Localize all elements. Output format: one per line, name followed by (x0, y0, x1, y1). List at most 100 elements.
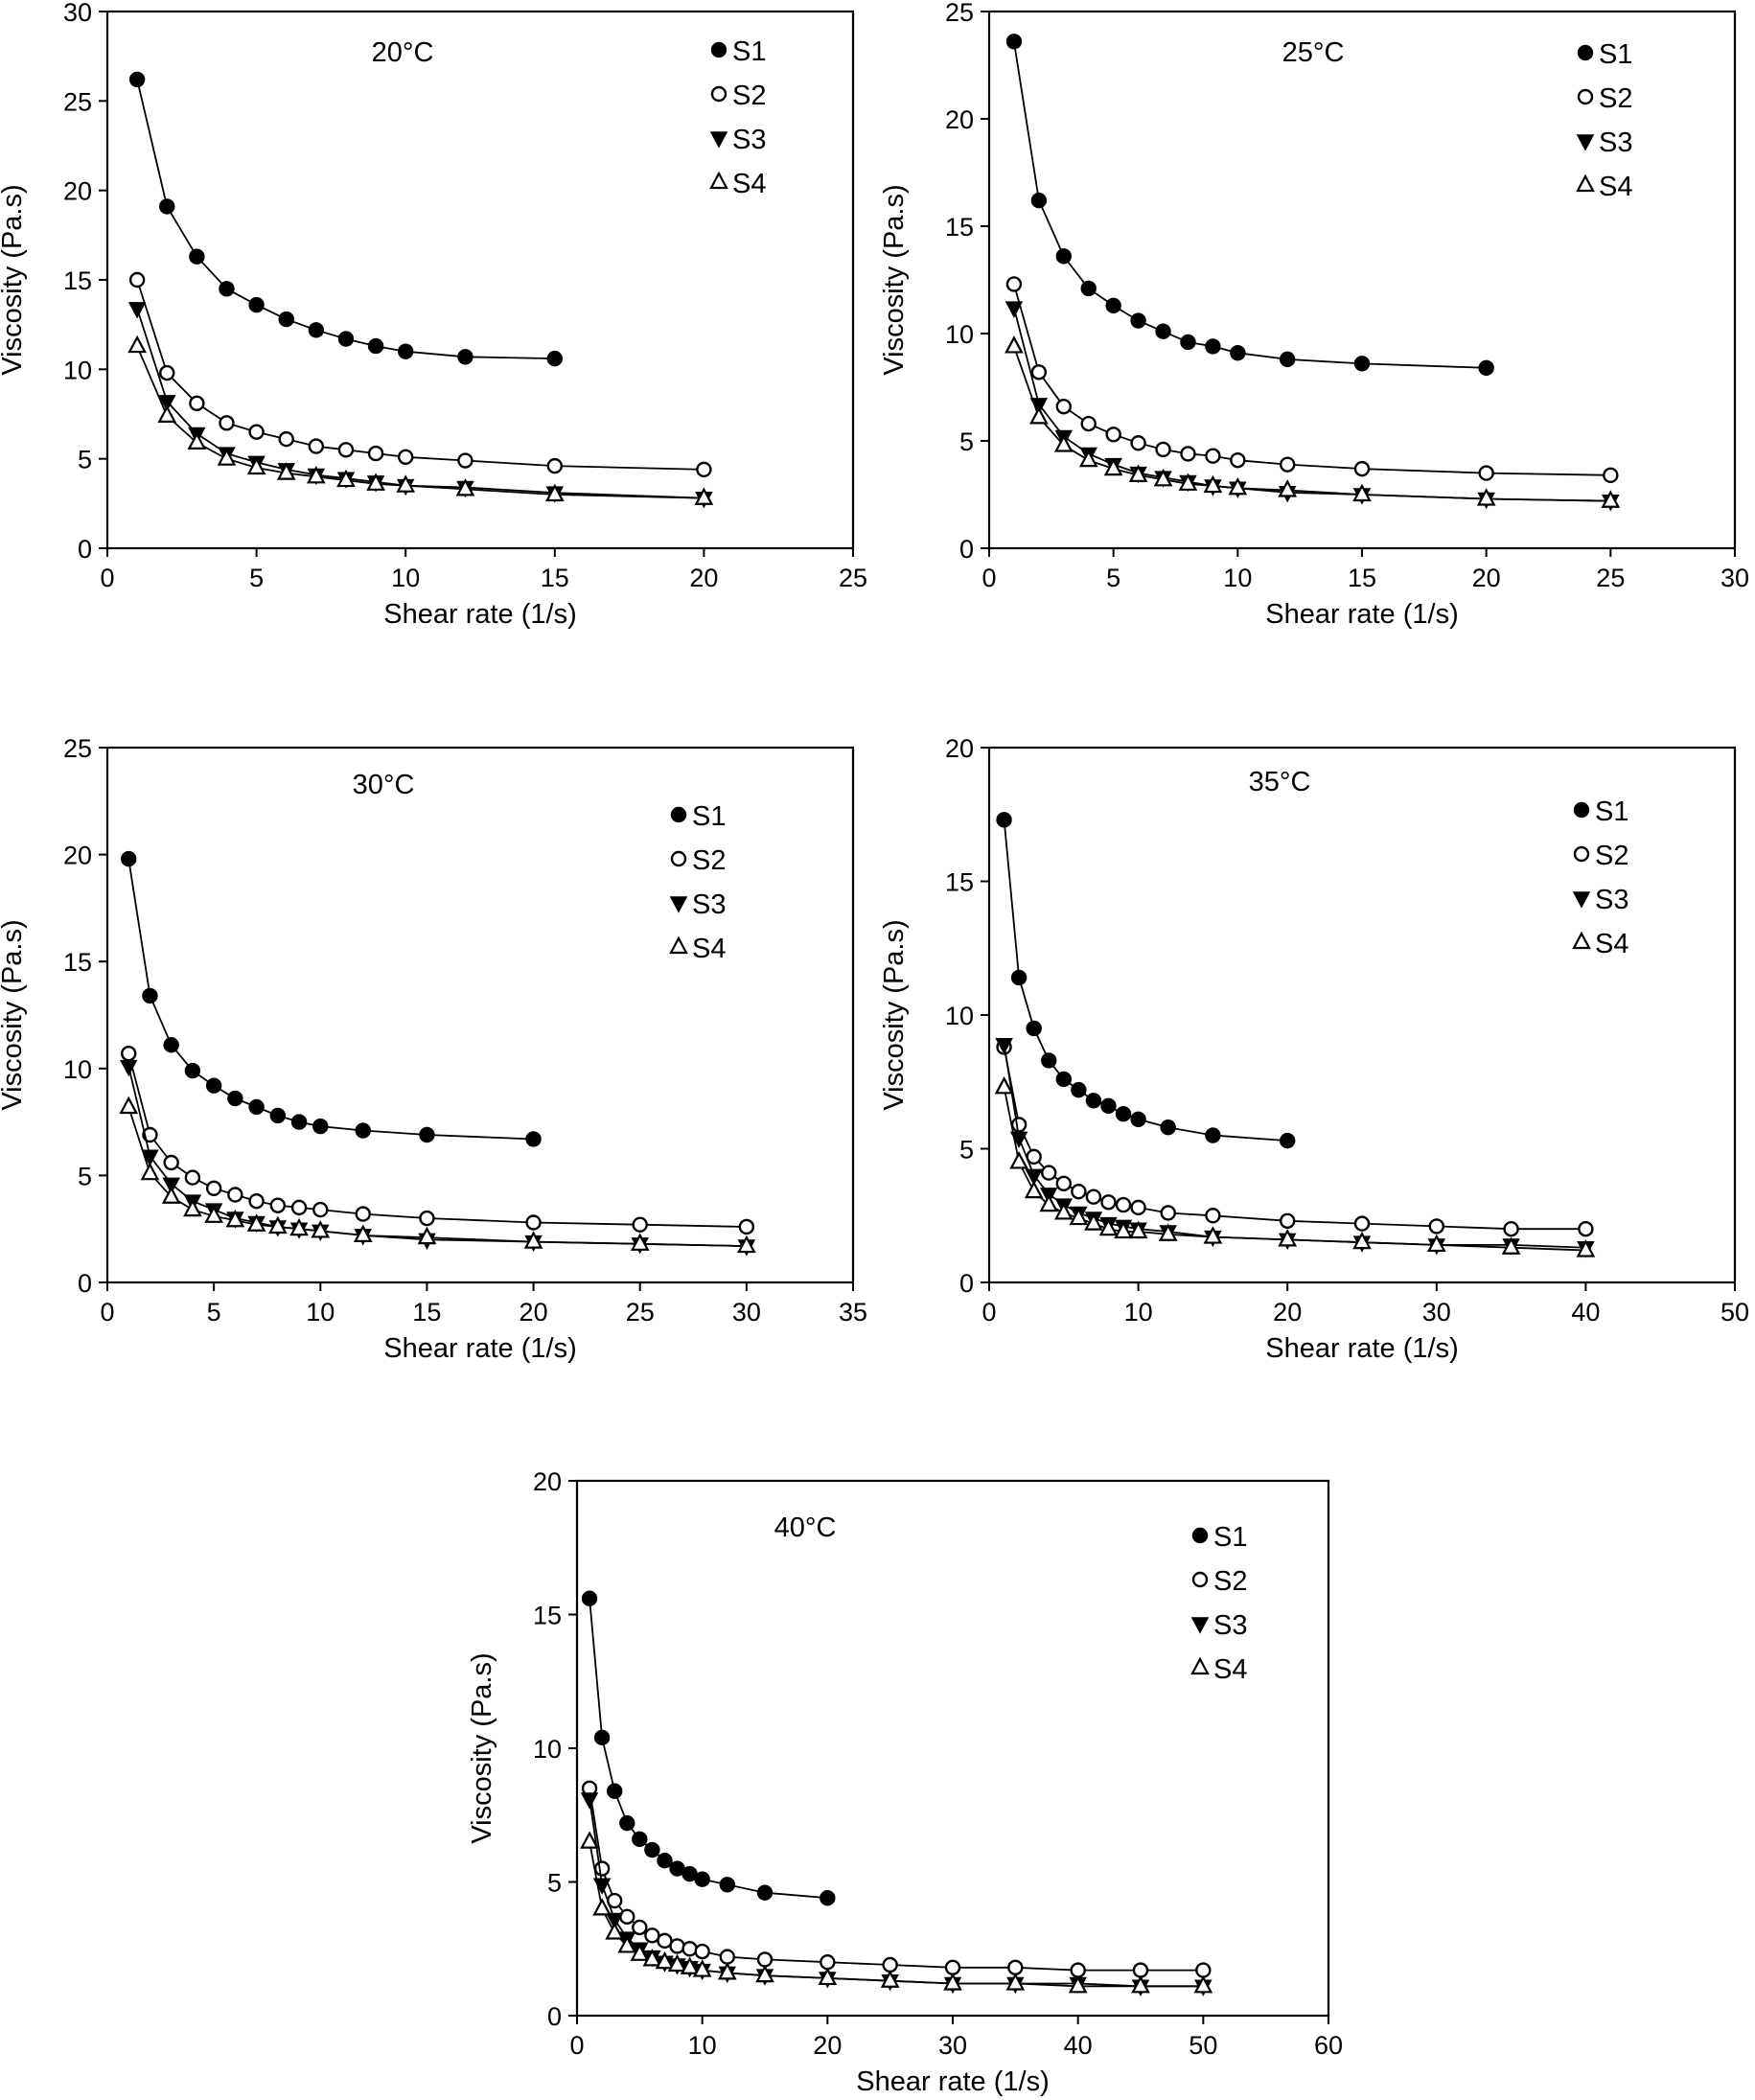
data-point-s1 (308, 322, 325, 338)
data-point-s4 (187, 431, 207, 450)
y-tick-label: 15 (63, 948, 92, 977)
y-tick-label: 10 (63, 356, 92, 384)
x-tick-label: 10 (688, 2031, 717, 2060)
data-point-s1 (1160, 1119, 1176, 1136)
data-point-s4 (307, 465, 326, 484)
chart-panel-5: 0 10 20 30 40 50 60 0 5 10 15 20 Shear rate (1/s) Vis… (467, 1467, 1343, 2097)
y-tick-label: 20 (945, 105, 974, 134)
data-point-s1 (644, 1841, 660, 1858)
x-tick-label: 10 (1124, 1298, 1153, 1327)
data-point-s1 (820, 1890, 836, 1906)
data-point-s2 (1478, 465, 1494, 481)
data-point-s4 (225, 1209, 245, 1228)
data-point-s4 (140, 1162, 160, 1181)
data-point-s1 (632, 1831, 648, 1848)
data-point-s2 (820, 1953, 836, 1971)
data-point-s1 (184, 1062, 201, 1079)
data-point-s1 (1205, 338, 1221, 355)
data-point-s2 (121, 1045, 137, 1062)
data-point-s4 (580, 1831, 599, 1849)
data-point-s4 (161, 1186, 181, 1204)
data-point-s2 (1080, 415, 1097, 432)
legend-marker-s2 (670, 850, 687, 867)
data-point-s2 (159, 364, 175, 381)
y-tick-label: 5 (959, 427, 974, 456)
data-point-s1 (1279, 351, 1296, 368)
legend-label-s1: S1 (1595, 796, 1628, 827)
legend-label-s3: S3 (1599, 127, 1632, 158)
data-point-s4 (1352, 1231, 1372, 1250)
y-tick-label: 10 (945, 320, 974, 349)
data-point-s1 (219, 281, 235, 297)
chart-panel-4: 0 10 20 30 40 50 0 5 10 15 20 Shear rate (1/s) Visco… (879, 734, 1749, 1364)
data-point-s4 (617, 1935, 637, 1953)
data-point-s4 (692, 1959, 712, 1977)
data-point-s2 (367, 445, 384, 462)
data-point-s4 (642, 1949, 662, 1967)
data-point-s4 (1193, 1974, 1213, 1994)
data-point-s4 (1178, 473, 1198, 491)
data-point-s4 (1501, 1236, 1521, 1255)
legend-marker-s3 (709, 131, 728, 149)
data-point-s2 (1007, 1959, 1024, 1975)
temperature-label: 30°C (353, 770, 415, 800)
legend-marker-s4 (709, 171, 728, 190)
data-point-s1 (1353, 356, 1371, 372)
data-point-s4 (994, 1075, 1014, 1095)
data-point-s2 (657, 1932, 673, 1950)
data-point-s4 (246, 456, 266, 475)
data-point-s1 (269, 1107, 287, 1124)
data-point-s4 (1103, 457, 1123, 476)
data-point-s2 (337, 442, 355, 458)
x-axis-label: Shear rate (1/s) (1265, 599, 1458, 630)
data-point-s2 (944, 1959, 961, 1975)
data-point-s3 (580, 1792, 599, 1810)
data-point-s1 (619, 1814, 635, 1832)
data-point-s1 (1030, 192, 1048, 209)
x-tick-label: 30 (1720, 564, 1749, 592)
x-tick-label: 20 (813, 2031, 842, 2060)
data-point-s4 (592, 1898, 612, 1916)
series-line-s2 (1013, 284, 1611, 476)
x-tick-label: 50 (1189, 2031, 1217, 2060)
data-point-s2 (142, 1126, 158, 1143)
data-point-s4 (818, 1967, 838, 1986)
data-point-s1 (248, 296, 265, 313)
y-axis-label: Viscosity (Pa.s) (0, 919, 28, 1110)
series-line-s3 (589, 1798, 1204, 1988)
legend-marker-s3 (1572, 891, 1591, 909)
data-point-s1 (312, 1118, 329, 1135)
data-point-s4 (1078, 449, 1098, 468)
data-point-s2 (308, 438, 325, 454)
data-point-s4 (1278, 479, 1298, 497)
data-point-s3 (1005, 301, 1024, 318)
data-point-s4 (417, 1226, 437, 1245)
data-point-s2 (1205, 1208, 1221, 1224)
data-point-s4 (655, 1950, 675, 1970)
y-tick-label: 5 (547, 1869, 562, 1898)
data-point-s1 (525, 1131, 542, 1147)
data-point-s4 (1053, 1202, 1074, 1220)
x-tick-label: 10 (391, 564, 420, 592)
data-point-s4 (1029, 406, 1049, 425)
legend-label-s1: S1 (732, 36, 766, 67)
data-point-s2 (1130, 1199, 1146, 1216)
data-point-s2 (1070, 1962, 1086, 1978)
data-point-s1 (581, 1590, 598, 1606)
legend-label-s2: S2 (1213, 1566, 1247, 1597)
data-point-s4 (353, 1224, 373, 1242)
series-line-s1 (1003, 819, 1288, 1142)
data-point-s3 (605, 1912, 624, 1930)
data-point-s2 (525, 1214, 542, 1231)
x-tick-label: 50 (1720, 1298, 1749, 1327)
y-tick-label: 15 (945, 213, 974, 242)
data-point-s2 (1132, 1962, 1149, 1978)
data-point-s4 (204, 1205, 223, 1223)
data-point-s2 (1180, 446, 1196, 462)
y-tick-label: 5 (78, 1162, 92, 1190)
data-point-s2 (1279, 456, 1296, 473)
y-tick-label: 5 (959, 1136, 974, 1165)
y-tick-label: 20 (63, 842, 92, 870)
y-axis-label: Viscosity (Pa.s) (0, 184, 28, 375)
y-tick-label: 10 (533, 1735, 562, 1764)
